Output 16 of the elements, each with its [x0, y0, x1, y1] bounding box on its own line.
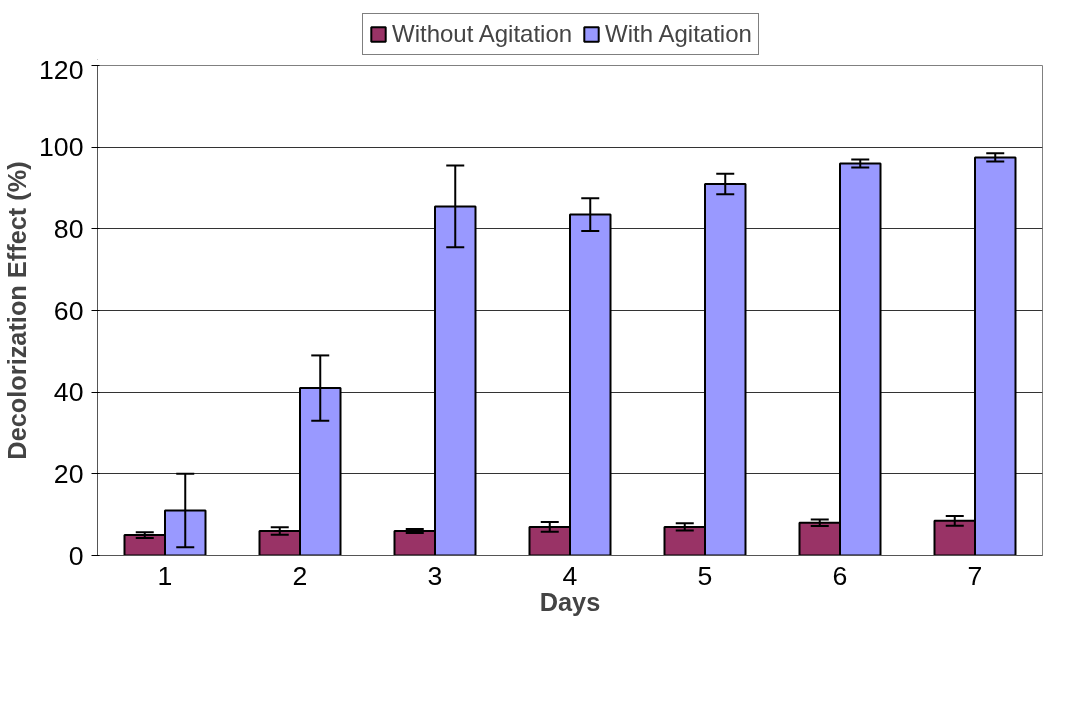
x-tick-label: 3 [427, 560, 443, 591]
legend-label: With Agitation [605, 20, 752, 48]
y-tick-label: 0 [68, 540, 84, 571]
x-tick-label: 7 [967, 560, 983, 591]
y-tick-label: 100 [39, 132, 84, 163]
y-axis-title: Decolorization Effect (%) [3, 161, 32, 460]
y-tick-label: 120 [39, 54, 84, 85]
y-tick-label: 40 [53, 377, 84, 408]
y-tick-label: 60 [53, 295, 84, 326]
x-tick-label: 5 [697, 560, 713, 591]
legend-label: Without Agitation [392, 20, 573, 48]
x-tick-label: 2 [292, 560, 308, 591]
x-tick-label: 1 [157, 560, 173, 591]
x-tick-label: 6 [832, 560, 848, 591]
y-tick-label: 20 [53, 458, 84, 489]
y-tick-label: 80 [53, 213, 84, 244]
